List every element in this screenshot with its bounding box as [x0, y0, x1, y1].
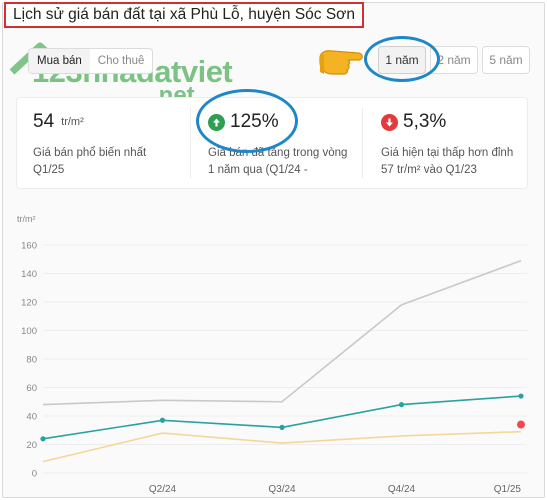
x-tick-label: Q4/24: [388, 484, 416, 495]
stat-common-price: 54 tr/m² Giá bán phổ biến nhất Q1/25: [33, 108, 173, 179]
listing-type-tabs: Mua bán Cho thuê: [28, 48, 154, 74]
stat-common-price-value: 54: [33, 111, 55, 132]
series-point-1: [40, 436, 46, 442]
range-1-year-button[interactable]: 1 năm: [378, 46, 426, 74]
highlight-point: [517, 420, 525, 429]
price-history-chart: tr/m² 0 20 40 60 80 100 120 140 160 Q2/24 Q3/24 Q4/2…: [0, 205, 547, 500]
y-tick-label: 120: [21, 298, 37, 309]
series-line-0: [42, 259, 522, 406]
arrow-down-icon: [381, 113, 398, 131]
range-2-year-button[interactable]: 2 năm: [430, 46, 478, 74]
arrow-up-icon: [208, 113, 225, 131]
stat-below-peak-desc: Giá hiện tại thấp hơn đỉnh 57 tr/m² vào …: [381, 147, 514, 176]
stats-card: 54 tr/m² Giá bán phổ biến nhất Q1/25 125…: [16, 97, 528, 189]
stat-growth-desc: Giá bán đã tăng trong vòng 1 năm qua (Q1…: [208, 147, 348, 176]
stat-growth: 125% Giá bán đã tăng trong vòng 1 năm qu…: [208, 108, 348, 179]
y-axis-label: tr/m²: [17, 214, 36, 224]
series-point-1: [518, 393, 524, 399]
y-tick-label: 0: [32, 469, 37, 480]
pointing-hand-icon: [319, 50, 363, 75]
series-line-2: [42, 430, 522, 463]
stat-below-peak: 5,3% Giá hiện tại thấp hơn đỉnh 57 tr/m²…: [381, 108, 521, 179]
y-tick-label: 20: [26, 440, 37, 451]
series-point-1: [159, 417, 166, 423]
y-tick-label: 140: [21, 269, 37, 280]
range-5-year-button[interactable]: 5 năm: [482, 46, 530, 74]
y-tick-label: 40: [26, 412, 37, 423]
x-tick-label: Q3/24: [268, 484, 296, 495]
stat-divider: [190, 108, 191, 178]
tab-mua-ban[interactable]: Mua bán: [29, 49, 90, 73]
y-tick-label: 160: [21, 241, 37, 252]
time-range-selector: 1 năm 2 năm 5 năm: [378, 46, 530, 74]
stat-divider: [362, 108, 363, 178]
stat-common-price-unit: tr/m²: [61, 116, 84, 128]
stat-common-price-desc: Giá bán phổ biến nhất Q1/25: [33, 147, 147, 176]
stat-below-peak-value: 5,3%: [403, 111, 447, 132]
stat-growth-value: 125%: [230, 111, 279, 132]
x-tick-label: Q1/25: [494, 484, 522, 495]
y-tick-label: 100: [21, 326, 37, 337]
series-point-1: [398, 402, 405, 408]
tab-cho-thue[interactable]: Cho thuê: [97, 55, 145, 67]
page-title: Lịch sử giá bán đất tại xã Phù Lỗ, huyện…: [4, 2, 364, 28]
y-tick-label: 60: [26, 383, 37, 394]
x-tick-label: Q2/24: [149, 484, 177, 495]
y-tick-label: 80: [26, 355, 37, 366]
series-point-1: [279, 424, 285, 430]
chart-canvas: tr/m² 0 20 40 60 80 100 120 140 160 Q2/24 Q3/24 Q4/2…: [17, 214, 527, 495]
